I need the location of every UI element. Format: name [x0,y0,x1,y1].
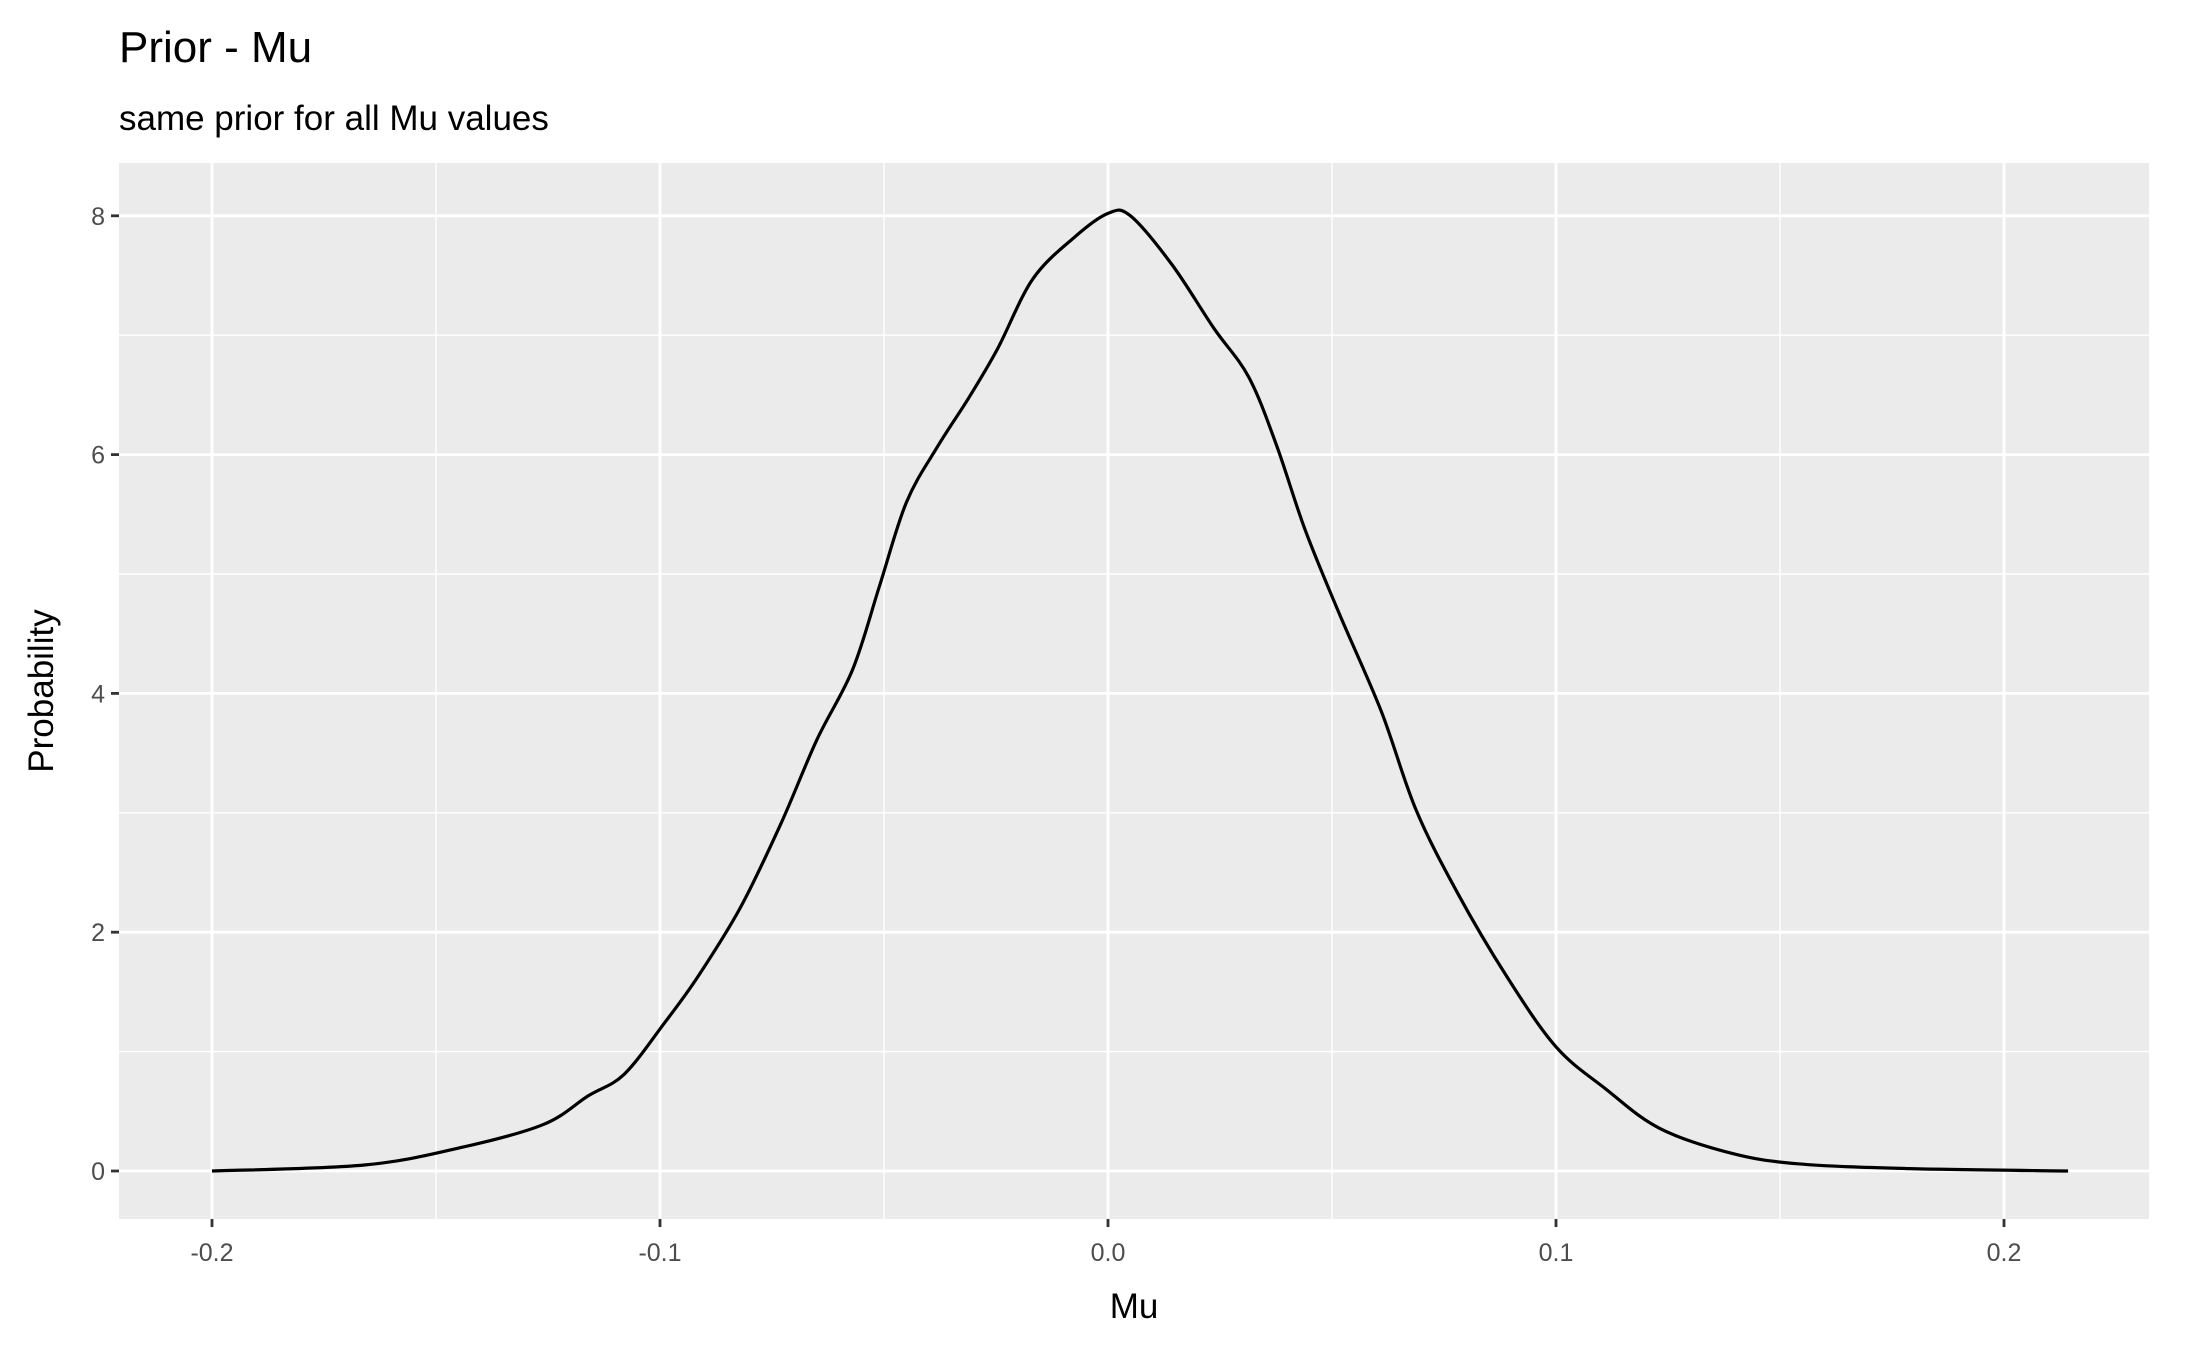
axis-ticks: -0.2 -0.1 0.0 0.1 0.2 0 2 4 6 8 [91,203,2021,1267]
x-axis-title: Mu [1110,1287,1159,1326]
y-tick-label: 6 [91,442,105,470]
y-tick-label: 0 [91,1158,105,1186]
x-tick-label: 0.1 [1539,1239,1574,1267]
x-tick-label: 0.2 [1987,1239,2022,1267]
plot-panel [119,163,2149,1219]
x-tick-label: -0.2 [190,1239,233,1267]
chart-subtitle: same prior for all Mu values [119,99,549,138]
chart-title: Prior - Mu [119,23,312,72]
y-tick-label: 4 [91,680,105,708]
density-line [211,208,2069,1173]
y-axis-title: Probability [22,609,61,773]
y-tick-label: 2 [91,919,105,947]
x-tick-label: -0.1 [638,1239,681,1267]
x-tick-label: 0.0 [1091,1239,1126,1267]
y-tick-label: 8 [91,203,105,231]
gridlines [119,163,2149,1219]
